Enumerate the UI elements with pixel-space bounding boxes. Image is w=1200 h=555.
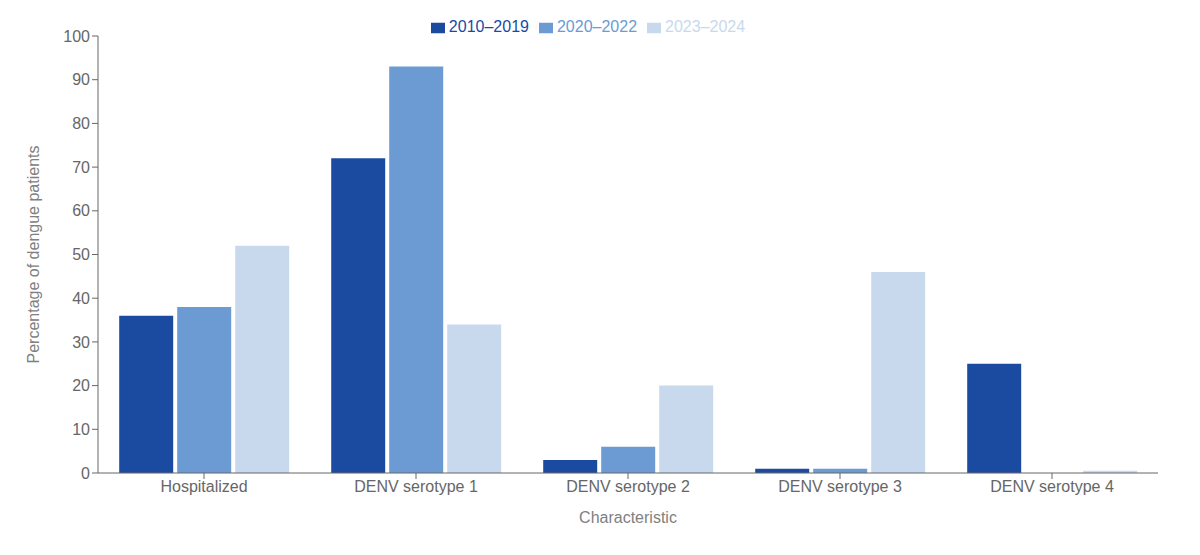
svg-text:DENV serotype 1: DENV serotype 1 [354,478,478,495]
html-text:2020–2022: 2020–2022 [557,18,637,35]
svg-text:Characteristic: Characteristic [579,509,677,526]
svg-text:60: 60 [72,202,90,219]
svg-text:50: 50 [72,246,90,263]
svg-text:10: 10 [72,421,90,438]
svg-text:100: 100 [63,28,90,45]
svg-text:DENV serotype 3: DENV serotype 3 [778,478,902,495]
svg-text:80: 80 [72,115,90,132]
svg-text:40: 40 [72,290,90,307]
svg-text:Hospitalized: Hospitalized [160,478,247,495]
svg-text:DENV serotype 2: DENV serotype 2 [566,478,690,495]
svg-text:30: 30 [72,334,90,351]
svg-text:70: 70 [72,159,90,176]
svg-text:Percentage of dengue patients: Percentage of dengue patients [25,146,42,364]
html-text:2023–2024: 2023–2024 [665,18,746,35]
html-text:2010–2019: 2010–2019 [448,18,529,35]
svg-text:20: 20 [72,377,90,394]
svg-text:90: 90 [72,71,90,88]
svg-text:DENV serotype 4: DENV serotype 4 [990,478,1114,495]
svg-text:0: 0 [81,465,90,482]
